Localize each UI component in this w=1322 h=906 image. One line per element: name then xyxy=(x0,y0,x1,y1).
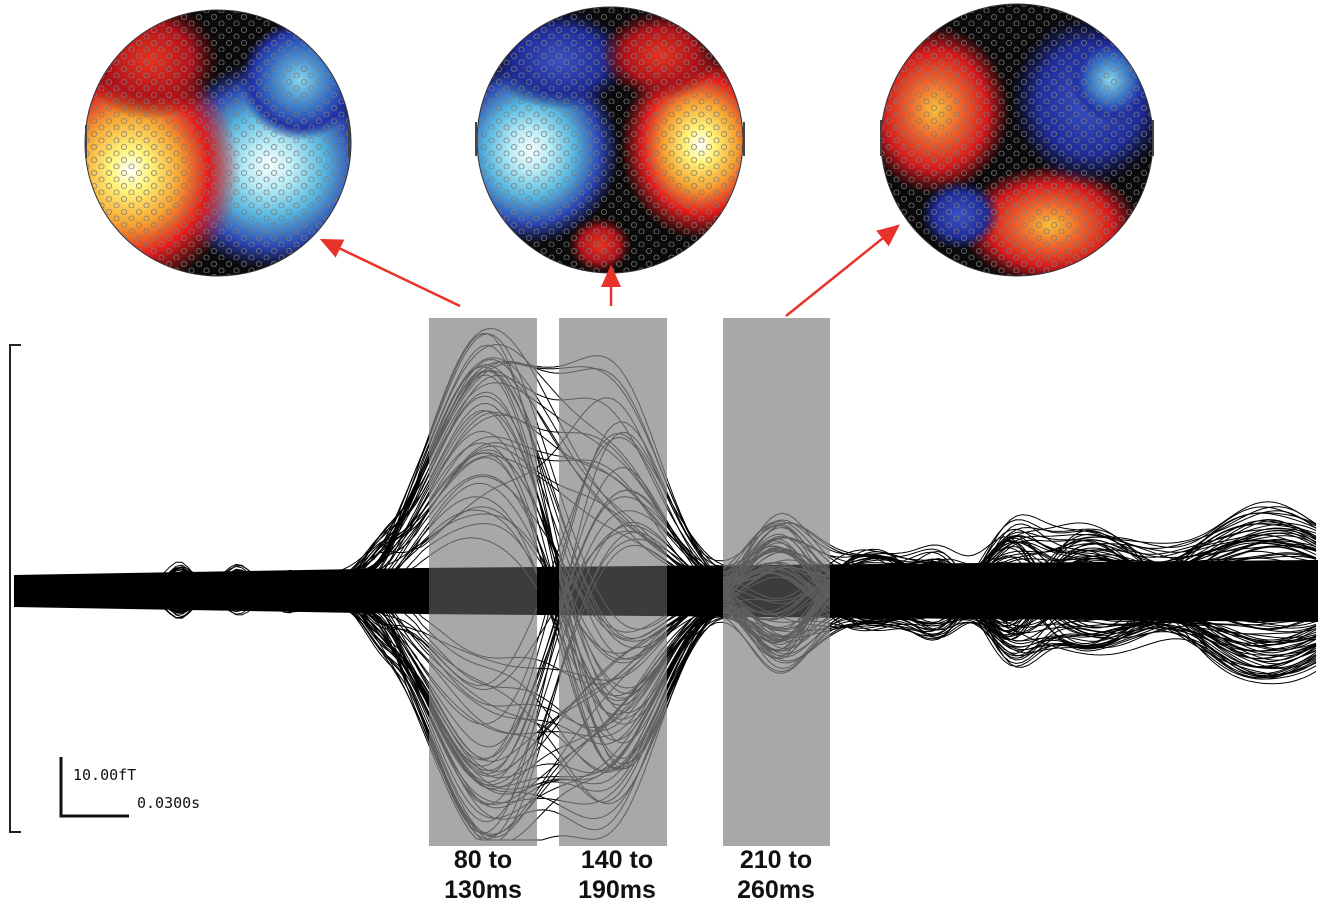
trace-in-window xyxy=(429,524,830,748)
window-label-2: 140 to 190ms xyxy=(547,845,687,905)
trace-in-window xyxy=(429,548,830,788)
butterfly-traces-in-windows xyxy=(429,328,830,841)
trace-in-window xyxy=(429,467,830,767)
trace-in-window xyxy=(429,555,830,795)
trace-in-window xyxy=(429,344,830,714)
trace-in-window xyxy=(429,370,830,644)
scale-amplitude-label: 10.00fT xyxy=(73,766,136,784)
trace-in-window xyxy=(429,455,830,676)
window-label-3-line1: 210 to xyxy=(739,846,813,874)
trace-in-window xyxy=(429,374,830,669)
trace-in-window xyxy=(429,436,830,686)
trace-in-window xyxy=(429,514,830,835)
trace-in-window xyxy=(429,510,830,783)
trace-in-window xyxy=(429,359,830,627)
butterfly-traces xyxy=(13,328,1318,841)
arrow-1 xyxy=(319,238,461,308)
trace-in-window xyxy=(429,370,830,609)
trace-in-window xyxy=(429,414,830,665)
trace-in-window xyxy=(429,445,830,651)
trace-in-window xyxy=(429,540,830,838)
trace-in-window xyxy=(429,436,830,619)
trace-in-window xyxy=(429,521,830,806)
trace-in-window xyxy=(429,540,830,790)
trace-in-window xyxy=(429,520,830,823)
trace-in-window xyxy=(429,382,830,668)
window-label-2-line2: 190ms xyxy=(578,876,656,904)
trace-in-window xyxy=(429,542,830,841)
trace-in-window xyxy=(429,568,830,792)
window-label-3: 210 to 260ms xyxy=(706,845,846,905)
window-label-1-line2: 130ms xyxy=(444,876,522,904)
topomap-1 xyxy=(85,10,351,276)
trace-in-window xyxy=(429,333,830,665)
trace-in-window xyxy=(429,583,830,805)
trace-in-window xyxy=(429,554,830,773)
trace-in-window xyxy=(429,332,830,770)
trace-in-window xyxy=(429,541,830,777)
trace-in-window xyxy=(429,553,830,773)
trace-in-window xyxy=(429,431,830,834)
trace-in-window xyxy=(429,355,830,652)
trace-in-window xyxy=(429,531,830,840)
trace-in-window xyxy=(429,522,830,685)
trace-in-window xyxy=(429,411,830,614)
trace-in-window xyxy=(429,537,830,716)
trace-baseline-band-in-window xyxy=(429,560,830,622)
trace-in-window xyxy=(429,534,830,820)
trace-in-window xyxy=(429,361,830,641)
trace-in-window xyxy=(429,547,830,745)
trace-in-window xyxy=(429,520,830,697)
trace-in-window xyxy=(429,578,830,819)
trace-in-window xyxy=(429,529,830,803)
trace-in-window xyxy=(429,565,830,732)
left-axis-bracket xyxy=(9,344,21,833)
trace-in-window xyxy=(429,421,830,761)
trace-in-window xyxy=(429,482,830,706)
trace-in-window xyxy=(429,535,830,841)
window-label-1: 80 to 130ms xyxy=(413,845,553,905)
trace-in-window xyxy=(429,496,830,772)
trace-in-window xyxy=(429,539,830,786)
trace-in-window xyxy=(429,328,830,675)
scale-time-label: 0.0300s xyxy=(137,794,200,812)
topomap-3 xyxy=(881,4,1153,276)
trace-in-window xyxy=(429,475,830,669)
trace-in-window xyxy=(429,537,830,681)
window-label-2-line1: 140 to xyxy=(580,846,654,874)
trace-in-window xyxy=(429,540,830,738)
trace-in-window xyxy=(429,496,830,769)
window-label-1-line1: 80 to xyxy=(453,846,513,874)
scale-bar: 10.00fT 0.0300s xyxy=(59,757,200,818)
trace-in-window xyxy=(429,510,830,809)
trace-in-window xyxy=(429,442,830,644)
topomap-2 xyxy=(477,7,743,273)
trace-in-window xyxy=(429,506,830,664)
arrow-3 xyxy=(785,224,900,317)
trace-in-window xyxy=(429,369,830,649)
trace-in-window xyxy=(429,430,830,699)
window-label-3-line2: 260ms xyxy=(737,876,815,904)
trace-in-window xyxy=(429,528,830,841)
trace-in-window xyxy=(429,522,830,805)
